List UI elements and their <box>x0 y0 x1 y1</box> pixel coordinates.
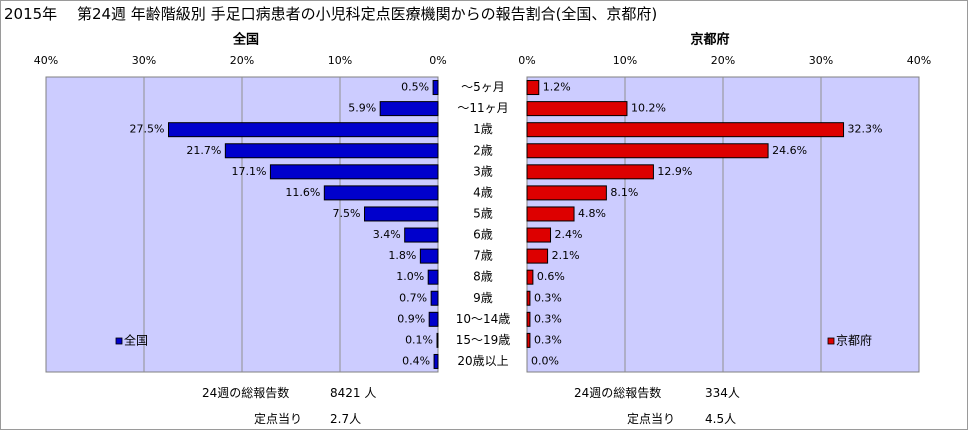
national-bar <box>430 290 439 306</box>
kyoto-per-site-label: 定点当り <box>627 412 676 426</box>
kyoto-tick-label: 0% <box>518 54 535 67</box>
category-label: ～11ヶ月 <box>457 101 508 115</box>
kyoto-per-site-value: 4.5人 <box>705 412 737 426</box>
national-data-label: 21.7% <box>186 144 221 157</box>
kyoto-data-label: 32.3% <box>848 123 883 136</box>
kyoto-bar <box>526 80 540 96</box>
national-tick-label: 10% <box>328 54 352 67</box>
national-data-label: 11.6% <box>285 186 320 199</box>
kyoto-data-label: 10.2% <box>631 102 666 115</box>
kyoto-total-value: 334人 <box>705 386 740 400</box>
category-label: 10～14歳 <box>456 312 511 326</box>
national-per-site-label: 定点当り <box>254 412 303 426</box>
kyoto-bar <box>526 101 628 117</box>
kyoto-panel-title: 京都府 <box>690 32 729 48</box>
national-data-label: 0.9% <box>397 312 425 325</box>
national-tick-label: 0% <box>429 54 446 67</box>
national-bar <box>428 311 439 327</box>
kyoto-total-label: 24週の総報告数 <box>574 386 662 400</box>
kyoto-bar <box>526 290 531 306</box>
category-label: ～5ヶ月 <box>461 80 505 94</box>
category-label: 1歳 <box>473 122 493 136</box>
national-data-label: 1.8% <box>388 249 416 262</box>
national-bar <box>224 143 439 159</box>
kyoto-data-label: 0.3% <box>534 333 562 346</box>
chart-title: 2015年 第24週 年齢階級別 手足口病患者の小児科定点医療機関からの報告割合… <box>4 5 658 23</box>
kyoto-bar <box>526 332 531 348</box>
national-data-label: 27.5% <box>130 123 165 136</box>
category-label: 20歳以上 <box>457 354 508 368</box>
national-tick-label: 20% <box>230 54 254 67</box>
kyoto-bar <box>526 311 531 327</box>
national-total-label: 24週の総報告数 <box>202 386 290 400</box>
category-label: 5歳 <box>473 206 493 220</box>
national-bar <box>323 185 439 201</box>
national-panel-title: 全国 <box>232 32 259 48</box>
kyoto-legend-label: 京都府 <box>836 333 872 348</box>
kyoto-data-label: 2.1% <box>552 249 580 262</box>
kyoto-tick-label: 10% <box>613 54 637 67</box>
national-bar <box>404 227 439 243</box>
kyoto-data-label: 0.6% <box>537 270 565 283</box>
category-label: 4歳 <box>473 185 493 199</box>
kyoto-bar <box>526 185 607 201</box>
kyoto-bar <box>526 143 769 159</box>
category-label: 9歳 <box>473 291 493 305</box>
kyoto-legend-swatch <box>827 337 835 345</box>
kyoto-tick-label: 20% <box>711 54 735 67</box>
kyoto-tick-label: 30% <box>809 54 833 67</box>
kyoto-bar <box>526 164 654 180</box>
national-legend-swatch <box>115 337 123 345</box>
kyoto-data-label: 0.0% <box>531 354 559 367</box>
national-bar <box>427 269 439 285</box>
category-label: 7歳 <box>473 249 493 263</box>
kyoto-data-label: 4.8% <box>578 207 606 220</box>
national-bar <box>419 248 439 264</box>
national-tick-label: 30% <box>132 54 156 67</box>
kyoto-tick-label: 40% <box>907 54 931 67</box>
national-bar <box>432 80 439 96</box>
kyoto-data-label: 24.6% <box>772 144 807 157</box>
national-bar <box>168 122 439 138</box>
category-label: 6歳 <box>473 228 493 242</box>
national-bar <box>433 353 439 369</box>
national-data-label: 0.1% <box>405 333 433 346</box>
kyoto-bar <box>526 227 552 243</box>
category-label: 15～19歳 <box>456 333 511 347</box>
kyoto-bar <box>526 248 549 264</box>
national-bar <box>269 164 439 180</box>
kyoto-data-label: 12.9% <box>657 165 692 178</box>
national-data-label: 17.1% <box>231 165 266 178</box>
national-bar <box>379 101 439 117</box>
kyoto-data-label: 0.3% <box>534 312 562 325</box>
kyoto-data-label: 8.1% <box>610 186 638 199</box>
kyoto-data-label: 1.2% <box>543 81 571 94</box>
national-data-label: 3.4% <box>373 228 401 241</box>
category-label: 2歳 <box>473 143 493 157</box>
kyoto-data-label: 0.3% <box>534 291 562 304</box>
category-label: 8歳 <box>473 270 493 284</box>
national-data-label: 5.9% <box>348 102 376 115</box>
kyoto-bar <box>526 122 845 138</box>
national-tick-label: 40% <box>34 54 58 67</box>
kyoto-data-label: 2.4% <box>555 228 583 241</box>
category-label: 3歳 <box>473 164 493 178</box>
kyoto-bar <box>526 206 575 222</box>
kyoto-bar <box>526 269 534 285</box>
national-bar <box>364 206 439 222</box>
national-data-label: 0.5% <box>401 81 429 94</box>
national-data-label: 1.0% <box>396 270 424 283</box>
national-data-label: 0.7% <box>399 291 427 304</box>
national-legend-label: 全国 <box>124 333 148 348</box>
national-per-site-value: 2.7人 <box>330 412 362 426</box>
national-total-value: 8421 人 <box>330 386 377 400</box>
national-data-label: 7.5% <box>333 207 361 220</box>
national-data-label: 0.4% <box>402 354 430 367</box>
national-bar <box>436 332 439 348</box>
